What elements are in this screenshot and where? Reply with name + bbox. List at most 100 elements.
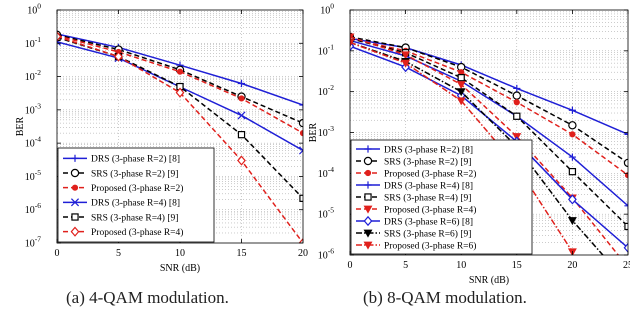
legend-entry-srs-3-phase-r-6-9-marker [363,229,373,238]
y-tick-label: 100 [27,2,41,17]
series-srs-3-phase-r-2-9-point [568,121,577,130]
x-tick-label: 10 [456,260,466,271]
series-srs-3-phase-r-2-9-point [623,158,628,168]
series-proposed-3-phase-r-4-point [57,31,62,42]
legend-entry-drs-3-phase-r-4-8-marker [364,181,372,189]
series-proposed-3-phase-r-4-point [401,51,411,60]
y-tick-label: 10-5 [25,168,41,183]
legend-entry-srs-3-phase-r-4-9-marker [71,213,79,221]
series-proposed-3-phase-r-6-point [456,97,466,106]
series-drs-3-phase-r-6-8-point [623,242,628,253]
legend-entry-proposed-3-phase-r-2-marker [71,184,79,191]
series-drs-3-phase-r-4-8-line [350,39,628,207]
series-drs-3-phase-r-6-8-point [568,194,577,205]
series-drs-3-phase-r-4-8-point [568,153,576,161]
y-tick-label: 10-2 [25,68,41,83]
series-proposed-3-phase-r-2-point [458,69,465,76]
series-srs-3-phase-r-4-9-point [457,74,465,82]
series-srs-3-phase-r-4-9-point [568,167,577,176]
series-proposed-3-phase-r-4-point [350,33,355,42]
series-proposed-3-phase-r-4-point [298,237,303,243]
series-proposed-3-phase-r-6-point [350,39,355,48]
series-srs-3-phase-r-6-9-line [350,41,604,255]
series-proposed-3-phase-r-2-point [624,172,628,179]
y-tick-label: 10-2 [318,83,334,98]
series-drs-3-phase-r-2-8-point [513,84,521,93]
series-group [57,30,303,243]
series-srs-3-phase-r-4-9-line [350,37,628,227]
legend-entry-drs-3-phase-r-4-8-marker [70,198,80,207]
legend-entry-srs-3-phase-r-6-9-label: SRS (3-phase R=6) [9] [384,228,471,239]
series-drs-3-phase-r-2-8-line [350,37,628,136]
x-axis-label: SNR (dB) [469,275,509,286]
legend-entry-proposed-3-phase-r-2-label: Proposed (3-phase R=2) [91,183,183,194]
series-drs-3-phase-r-4-8-point [237,111,246,120]
x-axis-label: SNR (dB) [160,263,200,274]
series-proposed-3-phase-r-4-point [456,81,466,90]
series-proposed-3-phase-r-6-point [401,59,411,68]
legend-entry-srs-3-phase-r-2-9-label: SRS (3-phase R=2) [9] [384,156,471,167]
x-tick-label: 0 [348,260,353,271]
legend: DRS (3-phase R=2) [8]SRS (3-phase R=2) [… [350,139,533,255]
series-proposed-3-phase-r-2-line [350,37,628,176]
series-proposed-3-phase-r-2-point [513,99,520,106]
series-proposed-3-phase-r-2-point [176,68,184,75]
legend-box [350,139,533,255]
legend-entry-srs-3-phase-r-4-9-label: SRS (3-phase R=4) [9] [384,192,471,203]
series-srs-3-phase-r-2-9-line [57,34,303,124]
x-tick-label: 25 [623,260,630,271]
series-proposed-3-phase-r-4-point [114,51,123,62]
series-drs-3-phase-r-2-8-point [299,101,303,109]
legend-entry-drs-3-phase-r-6-8-label: DRS (3-phase R=6) [8] [384,216,473,227]
series-drs-3-phase-r-4-8-point [298,146,303,155]
legend-entry-proposed-3-phase-r-4-marker [363,205,373,214]
legend-entry-proposed-3-phase-r-4-label: Proposed (3-phase R=4) [384,204,476,215]
legend-entry-drs-3-phase-r-2-8-marker [364,145,372,153]
legend: DRS (3-phase R=2) [8]SRS (3-phase R=2) [… [57,147,215,243]
series-proposed-3-phase-r-4-point [237,155,246,166]
series-srs-3-phase-r-6-9-point [567,217,577,226]
y-tick-label: 10-1 [25,35,41,50]
series-drs-3-phase-r-4-8-point [624,202,628,210]
y-tick-label: 10-7 [25,235,41,250]
y-tick-label: 10-6 [25,201,41,216]
series-drs-3-phase-r-2-8-point [237,79,246,88]
series-proposed-3-phase-r-6-line [350,41,576,255]
y-axis-label: BER [308,122,319,142]
x-tick-label: 10 [175,248,185,259]
legend-entry-drs-3-phase-r-2-8-marker [71,154,79,162]
legend-entry-proposed-3-phase-r-4-label: Proposed (3-phase R=4) [91,227,183,238]
series-srs-3-phase-r-6-9-point [624,281,630,287]
series-proposed-3-phase-r-4-point [175,87,185,98]
legend-entry-proposed-3-phase-r-4-marker [70,226,80,237]
chart-4qam: 0 5 10 15 20 100 10-1 10-2 10-3 10-4 10-5 10-6 10-7 S… [15,2,308,275]
x-tick-label: 15 [512,260,522,271]
legend-entry-srs-3-phase-r-2-9-marker [363,156,373,166]
legend-entry-srs-3-phase-r-4-9-marker [364,193,372,201]
series-srs-3-phase-r-2-9-line [350,36,628,164]
series-srs-3-phase-r-2-9-point [512,91,522,100]
legend-entry-proposed-3-phase-r-6-marker [363,241,373,250]
legend-entry-drs-3-phase-r-6-8-marker [363,215,373,227]
series-drs-3-phase-r-2-8-point [624,130,628,138]
legend-entry-drs-3-phase-r-4-8-label: DRS (3-phase R=4) [8] [384,180,473,191]
legend-entry-srs-3-phase-r-2-9-marker [70,168,80,178]
y-tick-label: 100 [320,2,334,17]
series-drs-3-phase-r-6-8-line [350,45,628,249]
series-srs-3-phase-r-4-9-point [513,112,521,120]
y-tick-label: 10-4 [25,135,41,150]
series-srs-3-phase-r-6-9-point [456,88,466,97]
x-tick-label: 0 [55,248,60,259]
legend-box [57,147,215,243]
y-tick-label: 10-5 [318,206,334,221]
x-tick-label: 5 [116,248,121,259]
y-tick-label: 10-4 [318,165,334,180]
series-srs-3-phase-r-4-9-point [237,130,246,139]
legend-entry-proposed-3-phase-r-2-marker [364,169,372,177]
legend-entry-proposed-3-phase-r-2-label: Proposed (3-phase R=2) [384,168,476,179]
legend-entry-srs-3-phase-r-4-9-label: SRS (3-phase R=4) [9] [91,212,178,223]
x-tick-label: 15 [237,248,247,259]
y-tick-label: 10-1 [318,42,334,57]
series-srs-3-phase-r-4-9-point [624,222,628,231]
